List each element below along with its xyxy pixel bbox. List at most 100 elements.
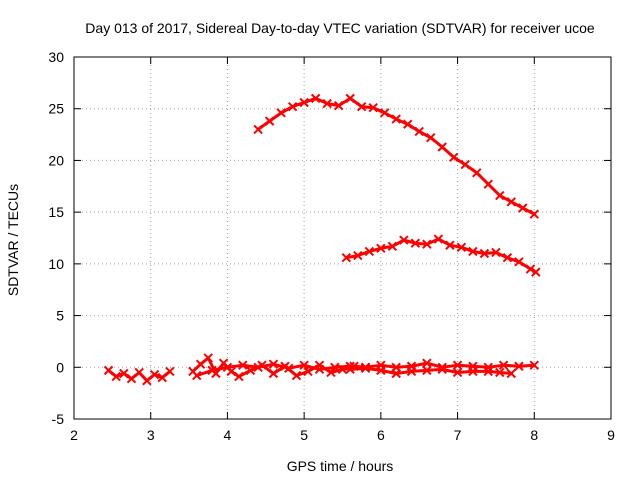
data-point	[472, 168, 482, 178]
series-arc-mid	[341, 234, 541, 277]
data-point	[157, 372, 167, 383]
data-point	[422, 358, 432, 368]
data-point	[330, 362, 340, 372]
data-point	[103, 365, 114, 376]
x-tick-label: 6	[377, 427, 385, 443]
x-tick-label: 5	[300, 427, 308, 443]
y-tick-label: -5	[52, 411, 65, 427]
y-tick-label: 15	[48, 204, 64, 220]
x-tick-label: 9	[607, 427, 615, 443]
series-trace	[348, 366, 513, 375]
data-point	[341, 252, 352, 263]
y-tick-label: 25	[48, 101, 64, 117]
data-point	[410, 238, 421, 248]
data-point	[119, 368, 129, 379]
x-tick-label: 4	[224, 427, 232, 443]
data-point	[276, 108, 286, 118]
data-point	[525, 264, 536, 274]
data-point	[483, 179, 493, 189]
data-point	[195, 359, 206, 369]
data-point	[502, 252, 513, 263]
data-point	[402, 119, 413, 129]
data-point	[268, 359, 279, 369]
data-point	[387, 241, 398, 251]
x-tick-label: 8	[530, 427, 538, 443]
data-point	[449, 152, 459, 163]
data-point	[468, 246, 478, 257]
series-trace	[256, 96, 536, 216]
series-arc-high	[253, 93, 539, 219]
chart-title: Day 013 of 2017, Sidereal Day-to-day VTE…	[85, 20, 595, 36]
y-tick-label: 10	[48, 256, 64, 272]
data-point	[203, 353, 213, 363]
data-point	[353, 250, 363, 261]
data-point	[287, 101, 298, 112]
data-point	[264, 116, 275, 126]
data-point	[368, 102, 378, 113]
data-point	[514, 257, 524, 267]
data-point	[253, 124, 263, 135]
data-point	[529, 360, 539, 370]
data-point	[165, 366, 175, 377]
data-point	[234, 371, 244, 382]
data-point	[207, 365, 217, 376]
x-tick-label: 3	[147, 427, 155, 443]
data-point	[364, 246, 375, 257]
y-tick-label: 0	[56, 359, 64, 375]
data-point	[479, 248, 490, 259]
data-point	[495, 367, 505, 378]
data-point	[468, 366, 478, 377]
data-point	[483, 366, 493, 377]
data-point	[491, 247, 501, 258]
data-point	[506, 368, 516, 379]
data-point	[529, 209, 539, 219]
data-point	[314, 364, 325, 375]
data-point	[299, 360, 309, 370]
data-point	[376, 365, 386, 376]
y-tick-label: 30	[48, 49, 64, 65]
data-point	[437, 364, 447, 375]
data-point	[345, 364, 355, 375]
series-near-zero-1	[103, 365, 175, 386]
data-point	[518, 203, 528, 213]
data-point	[406, 366, 417, 377]
data-point	[495, 190, 505, 201]
data-point	[142, 376, 152, 386]
data-series	[103, 93, 541, 386]
x-tick-label: 2	[70, 427, 78, 443]
data-point	[506, 197, 516, 207]
y-axis-label: SDTVAR / TECUs	[5, 184, 21, 296]
data-point	[399, 235, 409, 245]
data-point	[460, 159, 470, 170]
series-near-zero-4	[345, 363, 516, 379]
axis-ticks: 2 3 4 5 6 7 8 9 -5 0 5 10 15 20 25 30	[48, 49, 615, 443]
data-point	[445, 240, 455, 250]
data-point	[284, 363, 294, 374]
y-tick-label: 5	[56, 308, 64, 324]
data-point	[134, 367, 144, 378]
data-point	[268, 368, 279, 379]
data-point	[437, 142, 447, 152]
data-point	[531, 267, 541, 277]
data-point	[426, 132, 436, 143]
data-point	[322, 98, 332, 109]
y-tick-label: 20	[48, 152, 64, 168]
x-tick-label: 7	[454, 427, 462, 443]
plot-frame	[73, 56, 612, 420]
series-trace	[344, 237, 538, 274]
data-point	[111, 371, 121, 382]
data-point	[498, 360, 509, 370]
data-point	[391, 114, 401, 124]
data-point	[376, 243, 386, 254]
data-point	[360, 363, 371, 374]
data-point	[299, 97, 309, 108]
data-point	[391, 368, 401, 379]
data-point	[238, 360, 248, 370]
data-point	[222, 362, 233, 372]
data-point	[433, 234, 444, 244]
data-point	[422, 365, 432, 376]
data-point	[379, 108, 390, 118]
data-point	[514, 361, 524, 371]
data-point	[422, 239, 432, 249]
